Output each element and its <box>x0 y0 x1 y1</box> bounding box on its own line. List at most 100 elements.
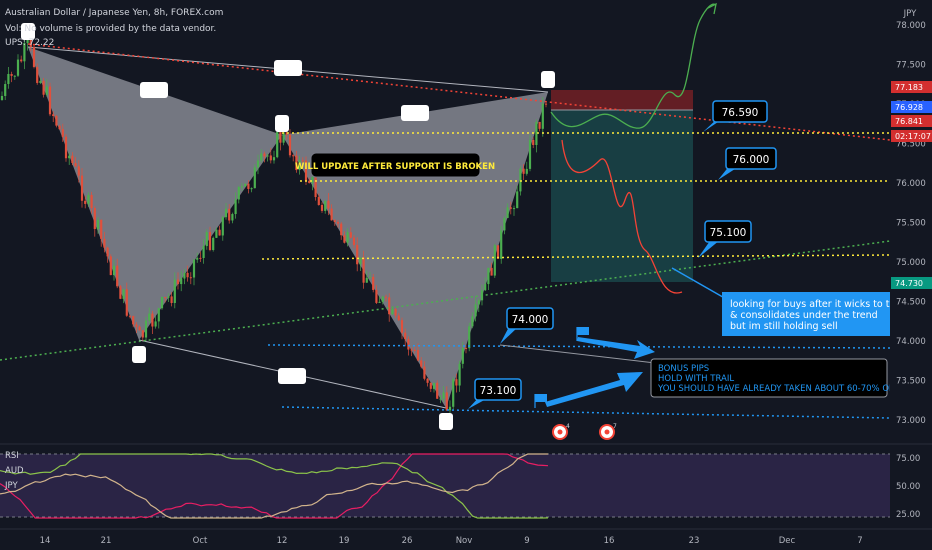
flag-lower <box>535 394 547 402</box>
event-badge-1-count: 4 <box>566 423 570 430</box>
candle <box>416 350 420 361</box>
price-tag-box-0 <box>891 81 932 93</box>
candle <box>506 207 509 218</box>
candle <box>93 208 96 230</box>
candle <box>45 86 48 95</box>
rsi-label: RSI <box>5 451 19 461</box>
marker-a[interactable] <box>132 346 146 363</box>
candle <box>196 257 199 260</box>
candle <box>388 297 391 315</box>
marker-b[interactable] <box>275 115 289 132</box>
price-tag-1: 76.928 <box>895 103 923 112</box>
buy-note-pointer <box>671 267 729 301</box>
time-tick-labels: 14 21 Oct 12 19 26 Nov 9 16 23 Dec 7 <box>40 536 863 546</box>
price-tag-box-3 <box>891 130 932 142</box>
bonus-note-line-2: HOLD WITH TRAIL <box>658 374 734 384</box>
rsi-tick-75: 75.00 <box>896 454 920 464</box>
candle <box>314 177 317 198</box>
callout-74000-box <box>506 307 554 330</box>
rsi-panel[interactable]: RSI AUD JPY 75.00 50.00 25.00 <box>0 443 932 520</box>
candle <box>474 304 477 317</box>
rsi-tick-50: 50.00 <box>896 482 920 492</box>
candle <box>148 313 151 321</box>
candle <box>464 348 468 350</box>
price-tick-0: 78.000 <box>896 21 926 31</box>
candle <box>471 316 474 327</box>
event-badge-2-count: 7 <box>613 423 617 430</box>
short-position-box[interactable] <box>551 90 693 282</box>
event-badges[interactable]: 4 7 <box>552 423 617 440</box>
candle <box>13 75 16 77</box>
callout-74000[interactable]: 74.000 <box>500 307 554 344</box>
aud-label: AUD <box>5 466 24 476</box>
candle <box>298 160 301 171</box>
candle <box>125 289 128 316</box>
candle <box>356 244 359 265</box>
candle <box>349 232 352 238</box>
marker-x[interactable] <box>21 23 35 40</box>
candle <box>301 160 304 162</box>
candle <box>544 103 548 105</box>
time-tick-5: 26 <box>402 536 413 546</box>
candle <box>346 232 349 243</box>
target-zone <box>551 110 693 282</box>
label-xa[interactable] <box>140 82 168 98</box>
candle <box>304 160 308 181</box>
volume-note: Vol: No volume is provided by the data v… <box>5 24 216 34</box>
candle <box>532 139 535 145</box>
marker-c[interactable] <box>439 413 453 430</box>
candle <box>80 175 84 201</box>
candle <box>77 166 80 176</box>
pattern-markers[interactable] <box>21 23 555 430</box>
marker-d[interactable] <box>541 71 555 88</box>
candle <box>119 286 122 299</box>
candle <box>410 349 413 351</box>
candle <box>404 332 407 340</box>
label-ac[interactable] <box>278 368 306 384</box>
candle <box>429 382 432 389</box>
bonus-note-callout[interactable]: BONUS PIPS HOLD WITH TRAIL YOU SHOULD HA… <box>499 344 899 398</box>
time-axis[interactable]: 14 21 Oct 12 19 26 Nov 9 16 23 Dec 7 <box>0 528 932 546</box>
price-tag-3: 02:17:07 <box>895 132 931 141</box>
candle <box>327 200 330 209</box>
candle <box>64 136 68 159</box>
candle <box>212 237 215 250</box>
buy-note-line-1: looking for buys after it wicks to the <box>730 299 901 310</box>
label-bd[interactable] <box>401 105 429 121</box>
candle <box>29 38 32 47</box>
time-tick-6: Nov <box>456 536 473 546</box>
chart-header: Australian Dollar / Japanese Yen, 8h, FO… <box>5 8 223 48</box>
candle <box>516 191 519 209</box>
candle <box>452 379 455 407</box>
callout-76000[interactable]: 76.000 <box>718 147 777 180</box>
candle <box>202 246 205 258</box>
callout-73100[interactable]: 73.100 <box>468 378 522 409</box>
update-callout[interactable]: WILL UPDATE AFTER SUPPORT IS BROKEN <box>295 152 495 178</box>
candle <box>282 132 285 143</box>
candle <box>39 80 42 83</box>
callout-76590[interactable]: 76.590 <box>703 100 768 132</box>
candle <box>496 245 500 259</box>
arrow-lower <box>545 372 643 407</box>
rsi-line <box>0 453 549 519</box>
candle <box>336 221 340 224</box>
price-tag-4: 74.730 <box>895 279 923 288</box>
bonus-note-box <box>650 358 888 398</box>
candle <box>138 326 141 331</box>
time-tick-0: 14 <box>40 536 51 546</box>
candle <box>512 208 516 210</box>
candle <box>84 200 87 204</box>
candle <box>263 153 266 157</box>
callout-75100[interactable]: 75.100 <box>698 220 752 258</box>
candle <box>189 277 192 279</box>
price-axis[interactable]: JPY 78.00077.50077.00076.50076.00075.500… <box>890 0 932 530</box>
pattern-triangle-xab <box>28 47 282 340</box>
candle <box>215 229 218 238</box>
candle <box>61 129 64 137</box>
label-xd[interactable] <box>274 60 302 76</box>
candle <box>247 183 250 189</box>
candle <box>365 277 368 283</box>
candle <box>90 195 93 209</box>
candle <box>484 284 487 291</box>
